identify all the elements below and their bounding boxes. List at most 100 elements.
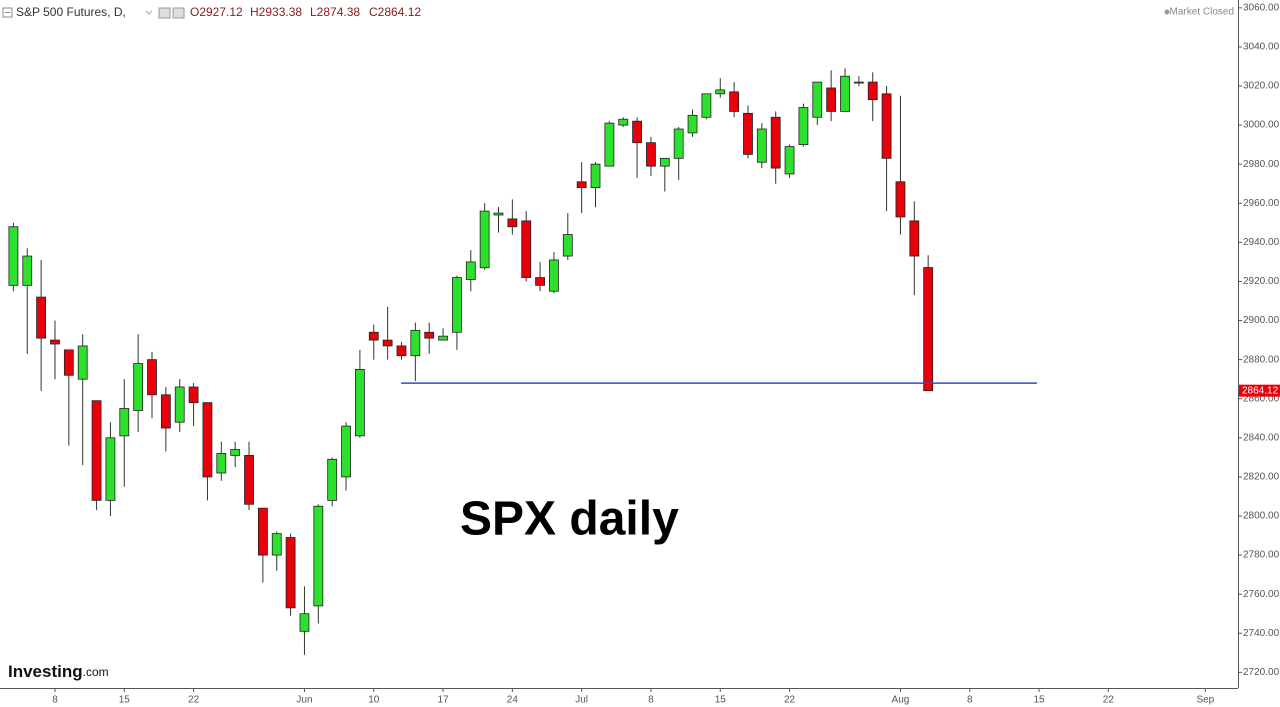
candle-body (410, 329, 421, 357)
y-tick-label: 2840.00 (1243, 432, 1280, 443)
candle-body (202, 402, 213, 478)
candle-body (368, 331, 379, 341)
y-tick-label: 3000.00 (1243, 120, 1280, 131)
candle-body (632, 120, 642, 144)
candle-body (812, 81, 823, 118)
x-tick-label: 15 (1033, 695, 1045, 706)
status-dot (1164, 9, 1170, 15)
candle-body (230, 449, 241, 456)
x-tick-label: Jun (296, 695, 312, 706)
y-tick-label: 3060.00 (1243, 2, 1280, 13)
brand-suffix: .com (83, 665, 109, 679)
brand-name: Investing (8, 662, 83, 681)
y-tick-label: 2800.00 (1243, 511, 1280, 522)
candle-body (770, 116, 781, 169)
candle-body (244, 455, 254, 505)
candle-body (673, 128, 684, 159)
y-tick-label: 2940.00 (1243, 237, 1280, 248)
candle-body (382, 339, 393, 347)
candle-body (701, 93, 712, 118)
collapse-icon[interactable] (2, 7, 13, 18)
candle-body (8, 226, 19, 286)
candle-body (188, 386, 199, 404)
candle-body (133, 363, 144, 411)
candle-body (341, 425, 351, 478)
candle-body (299, 613, 310, 632)
candle-body (867, 81, 878, 101)
candle-body (576, 181, 587, 189)
candle-body (313, 505, 324, 607)
candle-body (840, 75, 850, 112)
header-open: O2927.12 (190, 5, 243, 19)
last-price-label: 2864.12 (1242, 385, 1279, 396)
candle-body (659, 157, 670, 167)
y-tick-label: 2880.00 (1243, 354, 1280, 365)
y-tick-label: 2860.00 (1243, 393, 1280, 404)
candle-body (923, 267, 934, 392)
header-title: S&P 500 Futures, D, (16, 5, 126, 19)
candle-body (479, 210, 490, 269)
candle-body (590, 163, 601, 189)
candle-body (507, 218, 518, 228)
x-tick-label: 15 (715, 695, 727, 706)
annotation: SPX daily (460, 493, 679, 546)
x-tick-label: 8 (967, 695, 973, 706)
settings-icon[interactable] (158, 7, 171, 19)
y-tick-label: 2740.00 (1243, 628, 1280, 639)
candle-body (853, 81, 864, 84)
candle-body (895, 181, 906, 218)
x-tick-label: Sep (1196, 695, 1214, 706)
candle-body (91, 400, 102, 501)
y-tick-label: 3020.00 (1243, 81, 1280, 92)
candle-body (285, 537, 296, 609)
market-status: Market Closed (1170, 7, 1234, 18)
x-tick-label: Aug (892, 695, 910, 706)
y-tick-label: 2760.00 (1243, 589, 1280, 600)
plot-area (8, 68, 1038, 655)
x-tick-label: 8 (52, 695, 58, 706)
settings-icon[interactable] (172, 7, 185, 19)
x-tick-label: 17 (437, 695, 449, 706)
candle-body (756, 128, 767, 163)
candle-body (618, 118, 629, 126)
candle-body (549, 259, 559, 292)
x-tick-label: 24 (507, 695, 519, 706)
candle-body (743, 112, 753, 155)
y-tick-label: 2960.00 (1243, 198, 1280, 209)
brand-name: Investing.com (8, 662, 109, 681)
candle-body (715, 89, 726, 95)
candle-body (424, 331, 435, 339)
candle-body (646, 142, 656, 167)
dropdown-icon[interactable] (145, 10, 153, 15)
candle-body (119, 408, 130, 437)
candle-body (826, 87, 837, 112)
candle-body (784, 146, 795, 175)
candle-body (452, 277, 462, 333)
x-tick-label: 15 (119, 695, 131, 706)
x-tick-label: 22 (188, 695, 200, 706)
candle-body (22, 255, 33, 286)
y-tick-label: 2920.00 (1243, 276, 1280, 287)
last-price-box (1239, 384, 1280, 397)
candle-body (881, 93, 892, 159)
candle-body (521, 220, 532, 278)
y-tick-label: 2900.00 (1243, 315, 1280, 326)
x-tick-label: 22 (1103, 695, 1115, 706)
x-tick-label: Jul (575, 695, 588, 706)
candle-body (105, 437, 116, 501)
y-tick-label: 3040.00 (1243, 42, 1280, 53)
candle-body (535, 277, 545, 286)
candle-body (729, 91, 740, 112)
y-tick-label: 2820.00 (1243, 472, 1280, 483)
candle-body (174, 386, 185, 423)
x-tick-label: 10 (368, 695, 380, 706)
candle-body (687, 114, 698, 134)
y-tick-label: 2780.00 (1243, 550, 1280, 561)
candle-body (63, 349, 74, 376)
header-close: C2864.12 (369, 5, 421, 19)
candle-body (354, 369, 365, 437)
y-tick-label: 2980.00 (1243, 159, 1280, 170)
candle-body (147, 359, 157, 396)
y-tick-label: 2720.00 (1243, 667, 1280, 678)
